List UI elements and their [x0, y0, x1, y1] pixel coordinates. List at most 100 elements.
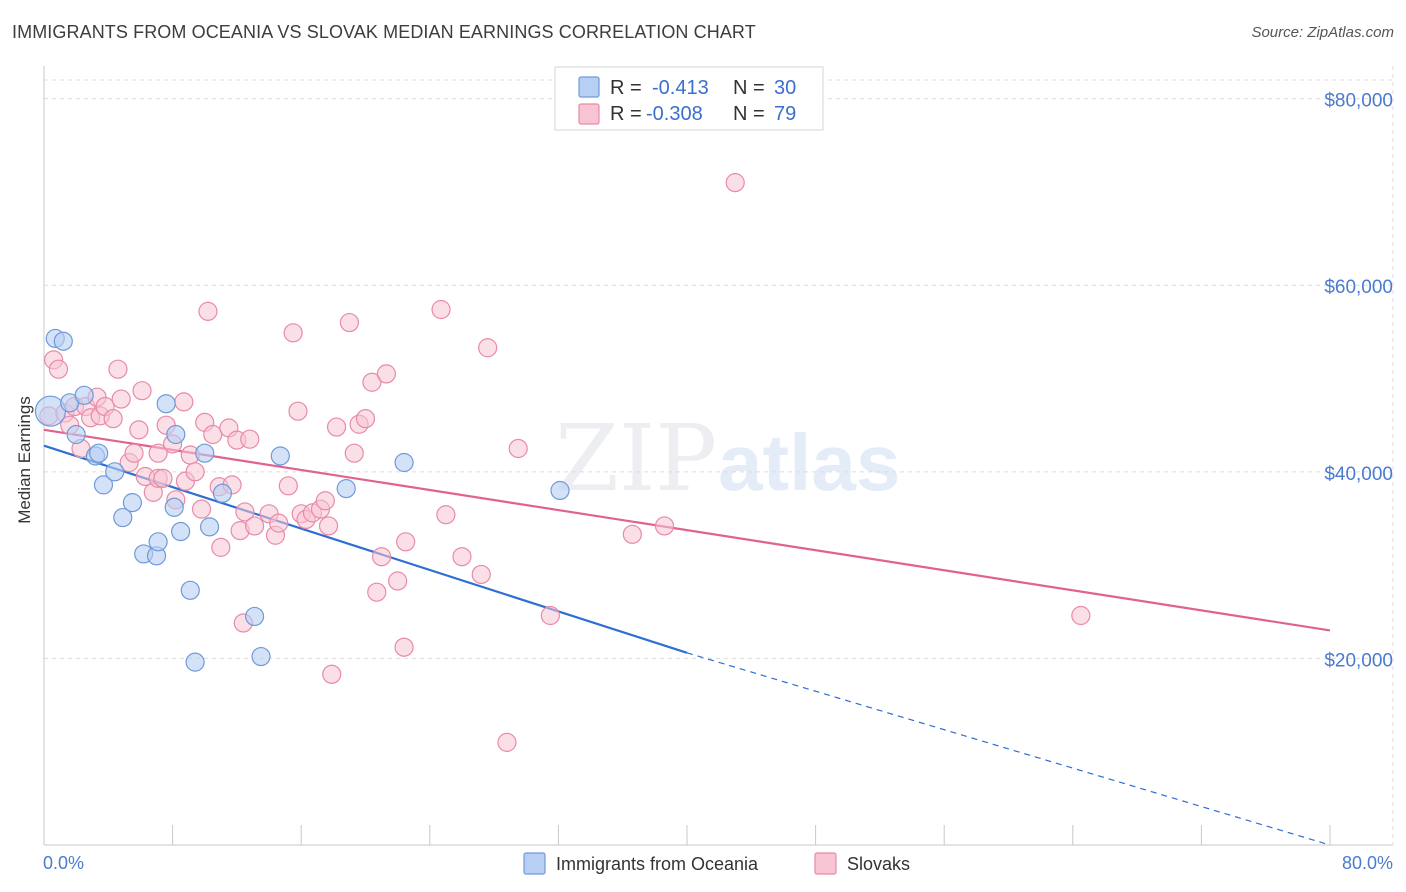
slovak-point-65	[371, 547, 392, 567]
slovak-point-18	[132, 381, 152, 401]
slovak-point-80	[725, 173, 745, 193]
x-tick-label-max: 80.0%	[1342, 853, 1393, 873]
oceania-point-7	[89, 443, 109, 463]
legend-n-label-slovak: N =	[733, 103, 765, 125]
slovak-point-42	[235, 502, 255, 522]
slovak-point-13	[108, 359, 128, 379]
oceania-point-21	[195, 443, 215, 463]
slovak-point-48	[278, 476, 298, 496]
legend-box	[554, 66, 824, 131]
slovak-point-71	[436, 505, 456, 525]
y-tick-label-1: $40,000	[1324, 464, 1393, 485]
trend-line-slovak	[43, 428, 1331, 632]
slovak-point-14	[111, 389, 131, 409]
x-tick-label-min: 0.0%	[43, 853, 84, 873]
oceania-point-26	[270, 446, 290, 466]
slovak-points	[39, 173, 1091, 752]
slovak-point-57	[322, 664, 342, 684]
slovak-point-73	[471, 564, 491, 585]
chart-source: Source: ZipAtlas.com	[1251, 24, 1394, 41]
slovak-point-75	[497, 732, 517, 752]
slovak-point-34	[203, 424, 223, 445]
chart-title: IMMIGRANTS FROM OCEANIA VS SLOVAK MEDIAN…	[12, 22, 756, 42]
oceania-point-29	[550, 480, 570, 501]
watermark: ZIP atlas	[555, 405, 900, 512]
oceania-point-2	[53, 331, 73, 351]
series-legend-label-oceania: Immigrants from Oceania	[556, 854, 759, 874]
legend-swatch-slovak	[578, 103, 600, 125]
slovak-point-81	[1071, 605, 1091, 626]
oceania-point-17	[166, 424, 186, 445]
slovak-point-56	[318, 516, 339, 536]
series-legend-label-slovak: Slovaks	[847, 854, 910, 874]
y-tick-label-2: $60,000	[1324, 277, 1393, 298]
y-axis-label: Median Earnings	[15, 396, 34, 524]
watermark-atlas: atlas	[718, 418, 900, 507]
legend-r-label-oceania: R =	[610, 77, 642, 99]
slovak-point-50	[288, 401, 308, 421]
oceania-point-28	[394, 452, 414, 473]
oceania-point-22	[199, 517, 220, 537]
oceania-point-25	[251, 646, 271, 667]
oceania-point-9	[105, 462, 125, 482]
series-legend-swatch-slovak	[814, 852, 837, 875]
slovak-point-78	[622, 524, 642, 544]
slovak-point-60	[344, 443, 364, 463]
slovak-point-16	[124, 443, 144, 463]
slovak-point-17	[129, 420, 149, 440]
legend-n-value-slovak: 79	[774, 103, 796, 125]
legend-swatch-oceania	[578, 76, 600, 98]
slovak-point-2	[48, 359, 69, 379]
slovak-point-58	[326, 417, 347, 437]
oceania-point-5	[74, 385, 94, 405]
slovak-point-43	[240, 429, 260, 449]
x-axis-ticks	[43, 825, 1331, 845]
slovak-point-77	[540, 605, 560, 626]
correlation-legend: R = -0.413 N = 30 R = -0.308 N = 79	[554, 66, 824, 131]
oceania-point-23	[212, 483, 233, 503]
slovak-point-36	[211, 537, 231, 557]
legend-n-label-oceania: N =	[733, 77, 765, 99]
slovak-point-76	[508, 438, 528, 459]
slovak-point-27	[174, 392, 194, 412]
legend-r-label-slovak: R =	[610, 103, 642, 125]
slovak-point-47	[269, 513, 289, 533]
trend-line-oceania-extension	[686, 652, 1331, 846]
oceania-point-14	[148, 532, 168, 552]
slovak-point-74	[478, 338, 498, 358]
oceania-point-15	[156, 394, 176, 414]
slovak-point-72	[452, 547, 472, 567]
slovak-point-55	[315, 491, 335, 511]
legend-n-value-oceania: 30	[774, 77, 796, 99]
oceania-point-16	[164, 497, 184, 517]
oceania-points	[34, 328, 570, 672]
slovak-point-31	[191, 499, 212, 519]
slovak-point-63	[362, 372, 382, 392]
oceania-point-8	[93, 475, 114, 495]
slovak-point-59	[339, 312, 360, 333]
slovak-point-33	[198, 301, 218, 321]
legend-r-value-slovak: -0.308	[646, 103, 703, 125]
oceania-point-18	[171, 521, 191, 542]
slovak-point-67	[388, 571, 408, 591]
watermark-zip: ZIP	[555, 405, 717, 512]
oceania-point-10	[113, 507, 133, 528]
oceania-point-11	[122, 493, 143, 513]
slovak-point-22	[148, 443, 168, 463]
oceania-point-19	[180, 580, 200, 600]
oceania-point-24	[244, 606, 265, 627]
slovak-point-62	[355, 409, 376, 429]
slovak-point-70	[431, 299, 451, 320]
legend-r-value-oceania: -0.413	[652, 77, 709, 99]
series-legend-swatch-oceania	[523, 852, 546, 875]
slovak-point-23	[153, 468, 173, 488]
slovak-point-79	[654, 516, 675, 536]
y-tick-label-0: $20,000	[1324, 650, 1393, 671]
slovak-point-64	[367, 582, 387, 602]
slovak-point-44	[244, 516, 265, 536]
y-axis-tick-labels: $20,000 $40,000 $60,000 $80,000	[1324, 91, 1393, 672]
slovak-point-30	[185, 462, 205, 482]
slovak-point-49	[283, 323, 303, 343]
slovak-point-66	[376, 364, 396, 384]
